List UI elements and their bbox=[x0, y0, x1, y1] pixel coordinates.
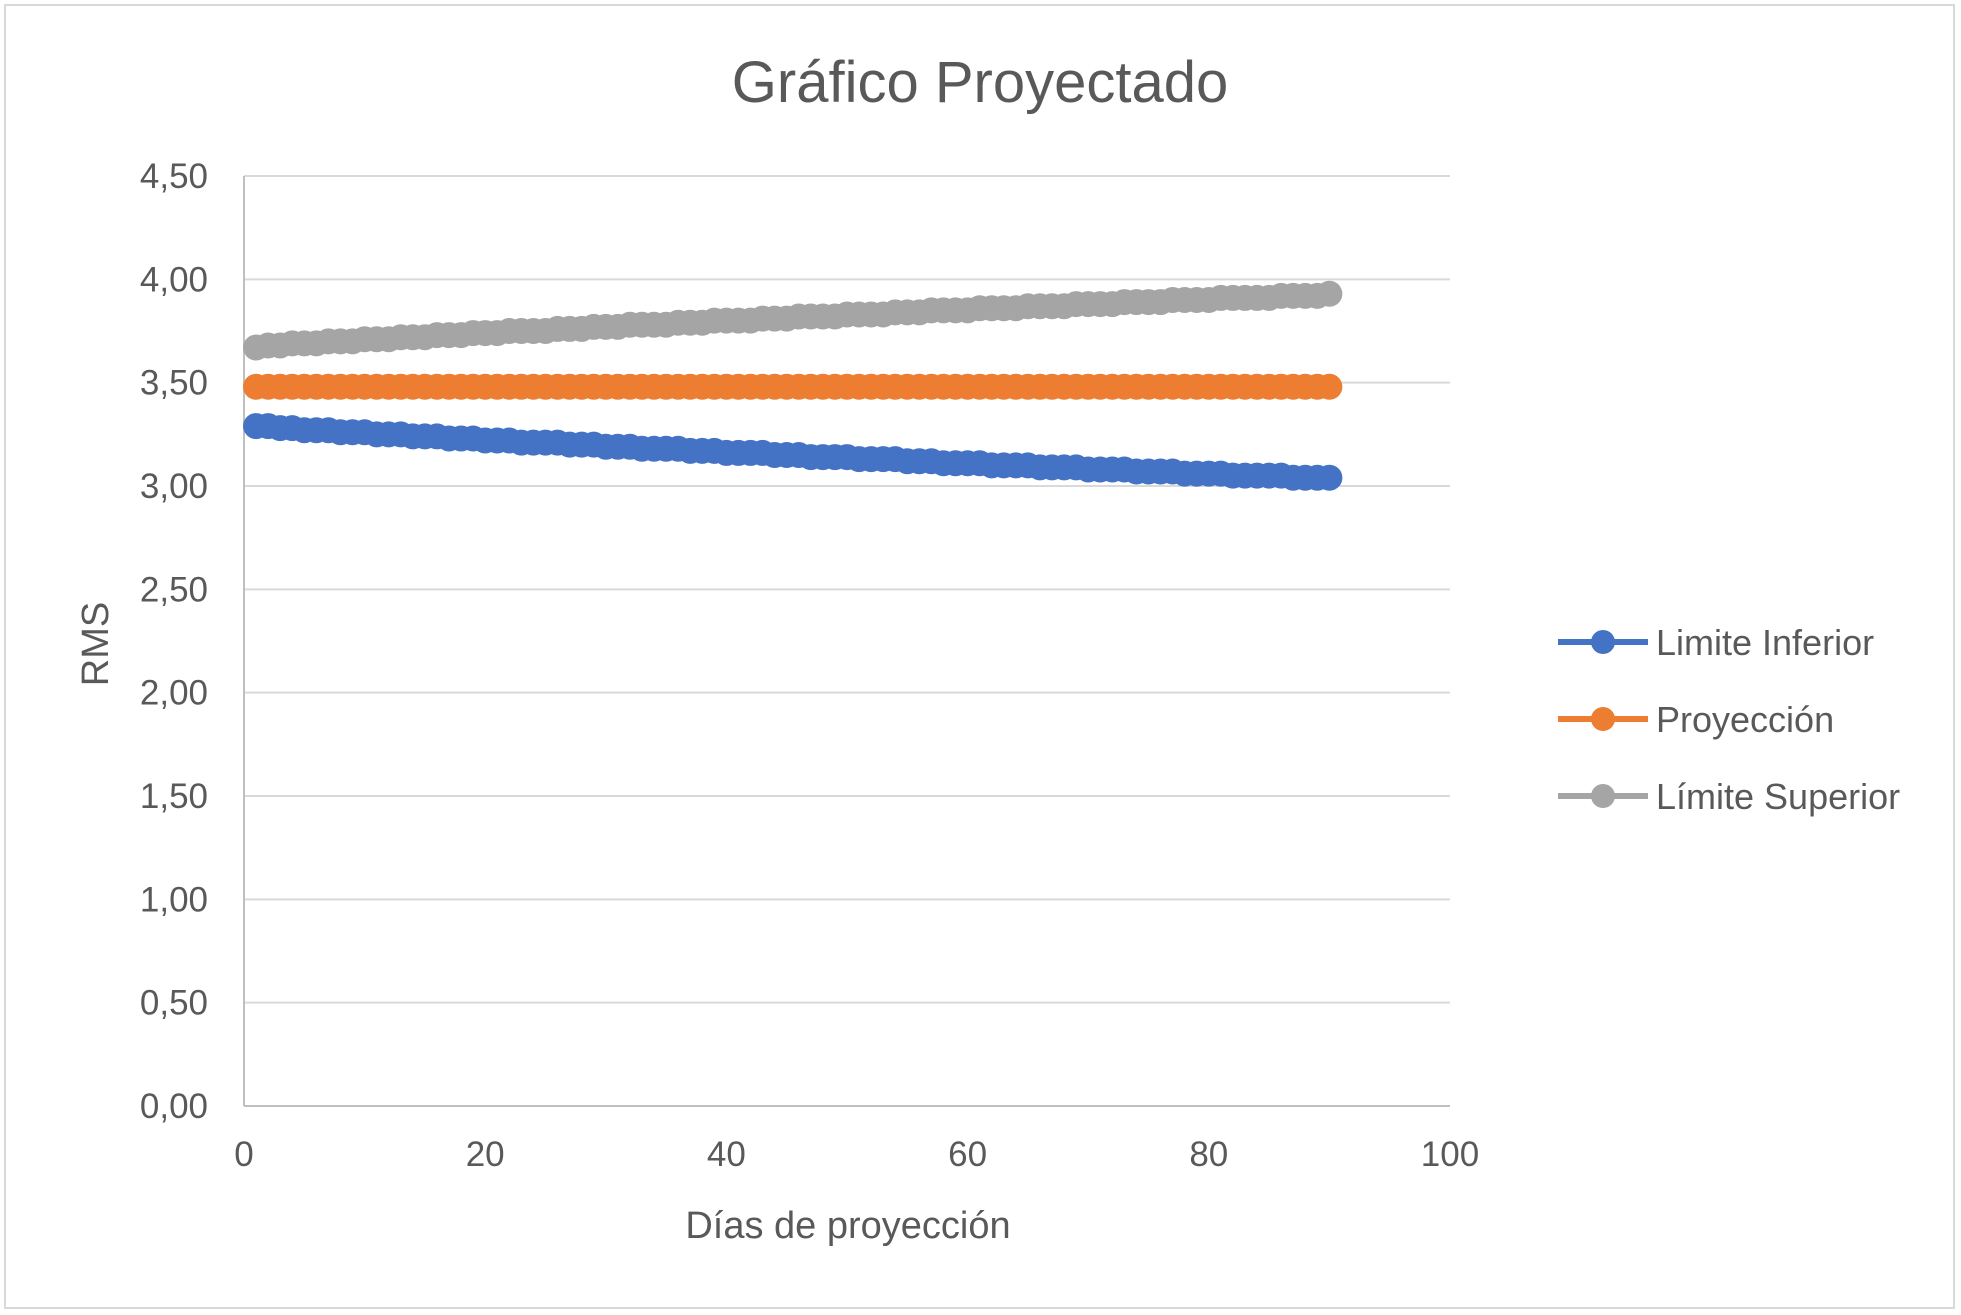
series-layer bbox=[243, 280, 1343, 491]
data-point bbox=[1316, 280, 1343, 307]
y-tick-label: 3,00 bbox=[140, 467, 208, 506]
y-tick-label: 2,00 bbox=[140, 674, 208, 713]
y-tick-label: 0,50 bbox=[140, 984, 208, 1023]
legend-label: Límite Superior bbox=[1656, 776, 1900, 817]
x-tick-label: 60 bbox=[948, 1135, 987, 1174]
legend: Limite Inferior Proyección Límite Superior bbox=[1558, 622, 1900, 817]
x-tick-label: 100 bbox=[1421, 1135, 1479, 1174]
y-axis-ticks: 0,00 0,50 1,00 1,50 2,00 2,50 3,00 3,50 4,00 4,50 bbox=[140, 157, 208, 1126]
series-3 bbox=[243, 280, 1343, 361]
line-chart: Gráfico Proyectado 0,00 0,50 1,00 1,50 2,00 2… bbox=[75, 50, 1900, 1247]
series-1 bbox=[243, 413, 1343, 491]
legend-entry: Limite Inferior bbox=[1558, 622, 1874, 663]
chart-frame: Gráfico Proyectado 0,00 0,50 1,00 1,50 2,00 2… bbox=[4, 4, 1955, 1309]
data-point bbox=[1316, 373, 1343, 400]
x-tick-label: 0 bbox=[234, 1135, 253, 1174]
legend-point-marker bbox=[1591, 707, 1615, 731]
y-axis-title: RMS bbox=[75, 602, 117, 686]
y-tick-label: 0,00 bbox=[140, 1087, 208, 1126]
y-tick-label: 4,00 bbox=[140, 260, 208, 299]
y-tick-label: 4,50 bbox=[140, 157, 208, 196]
y-tick-label: 2,50 bbox=[140, 570, 208, 609]
legend-point-marker bbox=[1591, 630, 1615, 654]
legend-label: Limite Inferior bbox=[1656, 622, 1874, 663]
x-tick-label: 40 bbox=[707, 1135, 746, 1174]
y-tick-label: 1,00 bbox=[140, 880, 208, 919]
data-point bbox=[1316, 464, 1343, 491]
legend-label: Proyección bbox=[1656, 699, 1834, 740]
chart-title: Gráfico Proyectado bbox=[732, 50, 1228, 115]
series-2 bbox=[243, 373, 1343, 400]
x-axis-ticks: 0 20 40 60 80 100 bbox=[234, 1135, 1479, 1174]
x-tick-label: 80 bbox=[1189, 1135, 1228, 1174]
axes bbox=[243, 176, 1450, 1107]
legend-point-marker bbox=[1591, 784, 1615, 808]
y-tick-label: 3,50 bbox=[140, 364, 208, 403]
legend-entry: Proyección bbox=[1558, 699, 1834, 740]
legend-entry: Límite Superior bbox=[1558, 776, 1900, 817]
y-tick-label: 1,50 bbox=[140, 777, 208, 816]
x-tick-label: 20 bbox=[466, 1135, 505, 1174]
x-axis-title: Días de proyección bbox=[685, 1205, 1010, 1247]
